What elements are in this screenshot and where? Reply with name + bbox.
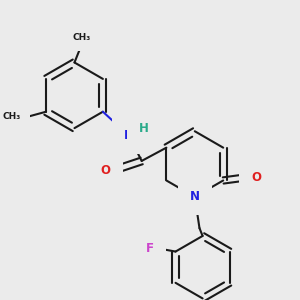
Text: F: F	[146, 242, 154, 255]
Text: H: H	[139, 122, 149, 135]
Text: CH₃: CH₃	[3, 112, 21, 121]
Text: O: O	[251, 171, 261, 184]
Text: N: N	[124, 129, 134, 142]
Text: CH₃: CH₃	[72, 33, 91, 42]
Text: N: N	[190, 190, 200, 203]
Text: O: O	[101, 164, 111, 177]
